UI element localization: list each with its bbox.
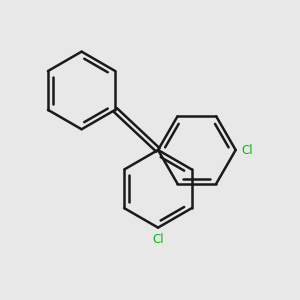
Text: Cl: Cl (241, 143, 253, 157)
Text: Cl: Cl (152, 233, 164, 246)
